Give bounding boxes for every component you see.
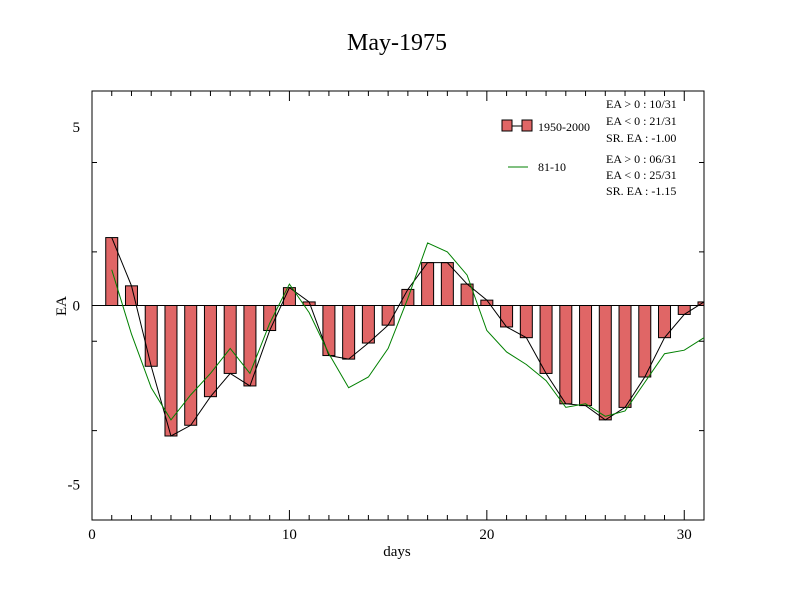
x-tick-label: 20 xyxy=(479,527,494,543)
bar xyxy=(203,305,217,398)
y-tick-label: 0 xyxy=(73,299,81,315)
bar xyxy=(440,262,454,307)
legend-label-1950-2000: 1950-2000 xyxy=(538,120,590,134)
bar xyxy=(144,305,158,367)
bar xyxy=(322,305,336,357)
bar xyxy=(164,305,178,437)
bar xyxy=(342,305,356,360)
bar xyxy=(677,305,691,315)
stats-annotation: EA > 0 : 10/31 EA < 0 : 21/31 SR. EA : -… xyxy=(606,97,677,198)
axis-ticks: 0 10 20 30 -5 0 5 xyxy=(68,91,705,543)
bar xyxy=(539,305,553,374)
x-tick-label: 0 xyxy=(88,527,96,543)
x-tick-label: 30 xyxy=(677,527,692,543)
x-tick-label: 10 xyxy=(282,527,297,543)
legend-entry-1950-2000: 1950-2000 xyxy=(501,119,590,134)
y-axis-label: EA xyxy=(54,296,70,316)
stat-text: EA > 0 : 06/31 xyxy=(606,152,677,166)
bar xyxy=(598,305,612,421)
legend-label-81-10: 81-10 xyxy=(538,160,566,174)
bar xyxy=(519,305,533,339)
series-81-10-line xyxy=(111,242,705,421)
bar-series xyxy=(105,237,705,437)
legend-swatch-1950-2000 xyxy=(521,119,533,132)
y-tick-label: 5 xyxy=(73,120,81,136)
plot-area: 0 10 20 30 -5 0 5 xyxy=(68,90,705,543)
stat-text: SR. EA : -1.15 xyxy=(606,184,676,198)
bar-series-line xyxy=(111,237,705,437)
chart-title: May-1975 xyxy=(347,30,447,56)
bar xyxy=(223,305,237,374)
stat-text: EA > 0 : 10/31 xyxy=(606,97,677,111)
bar xyxy=(184,305,198,426)
legend-entry-81-10: 81-10 xyxy=(508,160,566,174)
legend: 1950-2000 81-10 xyxy=(501,119,590,174)
x-axis-label: days xyxy=(383,544,411,560)
legend-swatch-1950-2000 xyxy=(501,119,513,132)
stat-text: EA < 0 : 25/31 xyxy=(606,168,677,182)
bar xyxy=(559,305,573,405)
bar xyxy=(381,305,395,326)
y-tick-label: -5 xyxy=(68,477,81,493)
stat-text: SR. EA : -1.00 xyxy=(606,131,676,145)
stat-text: EA < 0 : 21/31 xyxy=(606,114,677,128)
bar xyxy=(361,305,375,344)
bar xyxy=(638,305,652,378)
bar xyxy=(579,305,593,407)
bar xyxy=(618,305,632,408)
bar xyxy=(263,305,277,332)
bar xyxy=(500,305,514,328)
